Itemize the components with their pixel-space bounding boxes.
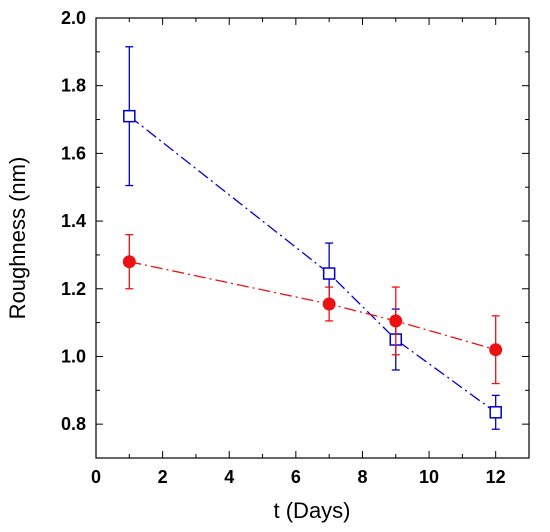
y-tick-label: 2.0 xyxy=(61,8,86,28)
series-2 xyxy=(122,233,503,385)
series-line xyxy=(129,261,496,351)
y-axis: 0.8 1.0 1.2 1.4 1.6 1.8 2.0 xyxy=(61,8,529,434)
x-tick-label: 10 xyxy=(419,467,439,487)
y-axis-title: Roughness (nm) xyxy=(5,157,30,320)
x-tick-label: 2 xyxy=(158,467,168,487)
data-point xyxy=(389,314,403,328)
x-tick-label: 12 xyxy=(486,467,506,487)
data-point xyxy=(489,343,503,357)
y-tick-label: 1.8 xyxy=(61,76,86,96)
x-tick-label: 8 xyxy=(357,467,367,487)
data-point xyxy=(322,267,336,280)
series-layer xyxy=(122,46,503,430)
x-tick-label: 6 xyxy=(291,467,301,487)
data-point xyxy=(123,109,136,123)
x-axis: 0 2 4 6 8 10 12 xyxy=(91,18,506,487)
y-tick-label: 1.6 xyxy=(61,143,86,163)
x-tick-label: 0 xyxy=(91,467,101,487)
y-tick-label: 1.2 xyxy=(61,279,86,299)
x-axis-title: t (Days) xyxy=(274,498,351,523)
plot-area xyxy=(95,17,530,459)
y-tick-label: 1.0 xyxy=(61,346,86,366)
series-line xyxy=(128,115,497,413)
y-tick-label: 1.4 xyxy=(61,211,86,231)
y-tick-label: 0.8 xyxy=(61,414,86,434)
data-point xyxy=(322,297,336,311)
data-point xyxy=(122,255,136,269)
x-tick-label: 4 xyxy=(224,467,234,487)
data-point xyxy=(489,406,502,419)
